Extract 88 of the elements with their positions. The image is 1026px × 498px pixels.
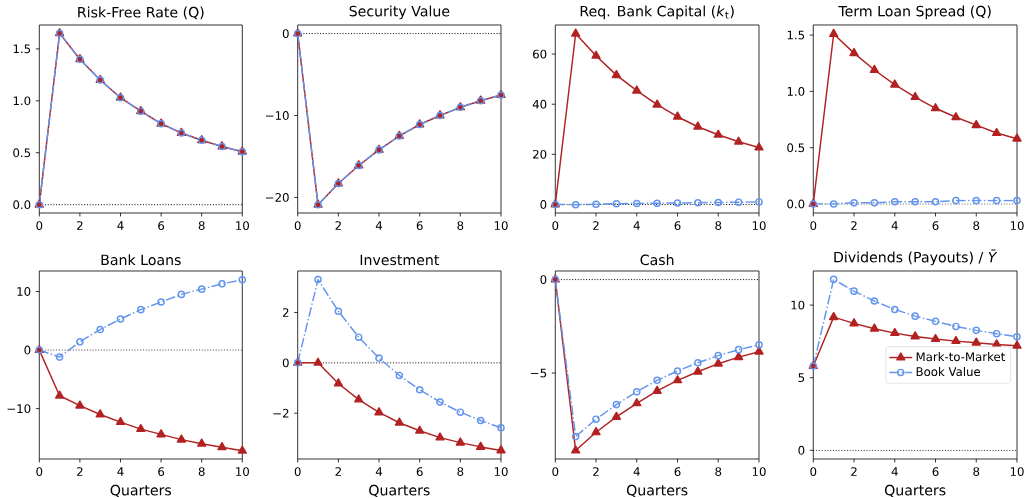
chart-title: Investment — [360, 254, 440, 266]
y-tick-label: 5 — [798, 373, 805, 383]
x-tick-label: 2 — [593, 221, 599, 230]
x-tick-label: 10 — [752, 221, 766, 231]
y-tick-label: 20 — [533, 149, 547, 159]
x-tick-label: 2 — [77, 467, 83, 476]
x-axis-title: Quarters — [626, 484, 688, 498]
x-tick-label: 6 — [158, 221, 165, 231]
y-tick-label: −10 — [7, 404, 31, 414]
x-tick-label: 0 — [552, 221, 559, 231]
x-axis-title: Quarters — [884, 484, 946, 498]
x-tick-label: 0 — [36, 467, 43, 477]
y-tick-label: −10 — [265, 111, 289, 120]
y-tick-label: 0 — [540, 200, 547, 209]
x-tick-label: 0 — [294, 467, 301, 477]
y-tick-label: 0 — [282, 29, 289, 39]
y-tick-label: 1.0 — [13, 96, 31, 106]
y-tick-label: 1.5 — [787, 30, 805, 40]
y-tick-label: 0.0 — [787, 199, 805, 209]
x-tick-label: 2 — [77, 221, 83, 230]
x-tick-label: 6 — [932, 221, 939, 231]
x-tick-label: 4 — [891, 221, 898, 230]
y-tick-label: −2 — [273, 408, 289, 418]
x-tick-label: 10 — [236, 221, 249, 231]
y-tick-label: −20 — [265, 192, 289, 202]
x-tick-label: 6 — [158, 467, 165, 477]
x-tick-label: 10 — [1010, 467, 1024, 477]
y-tick-label: 0 — [798, 445, 805, 455]
chart-title: Bank Loans — [101, 254, 181, 266]
x-tick-label: 10 — [1010, 221, 1024, 231]
x-tick-label: 2 — [335, 221, 341, 230]
chart-title: Dividends (Payouts) / Ȳ — [834, 249, 998, 266]
y-tick-label: 0.5 — [787, 143, 805, 153]
x-tick-label: 4 — [633, 467, 640, 476]
y-tick-label: −5 — [531, 368, 547, 378]
x-tick-label: 4 — [375, 467, 383, 476]
x-tick-label: 8 — [457, 221, 464, 231]
x-tick-label: 6 — [932, 467, 939, 477]
x-tick-label: 0 — [36, 221, 43, 231]
y-tick-label: 10 — [791, 300, 805, 310]
chart-title: Risk-Free Rate (Q) — [78, 6, 204, 20]
x-tick-label: 10 — [494, 467, 508, 477]
y-tick-label: 2 — [282, 308, 289, 317]
x-tick-label: 2 — [335, 467, 341, 476]
x-tick-label: 2 — [851, 467, 857, 476]
legend-label: Mark-to-Market — [916, 352, 1006, 362]
x-tick-label: 4 — [891, 467, 898, 476]
x-tick-label: 6 — [674, 467, 681, 477]
x-tick-label: 4 — [117, 467, 124, 476]
x-tick-label: 2 — [851, 221, 857, 230]
legend-label: Book Value — [916, 366, 981, 377]
x-tick-label: 6 — [416, 221, 423, 231]
x-axis-title: Quarters — [369, 484, 430, 498]
x-tick-label: 8 — [973, 221, 980, 231]
x-tick-label: 0 — [552, 467, 559, 477]
x-tick-label: 8 — [715, 221, 722, 231]
y-tick-label: 0.5 — [13, 148, 31, 158]
x-tick-label: 0 — [810, 221, 817, 231]
x-tick-label: 4 — [117, 221, 124, 230]
y-tick-label: 0.0 — [13, 200, 31, 210]
y-tick-label: 0 — [24, 345, 31, 355]
chart-title: Req. Bank Capital (k$_{t}$) — [580, 5, 734, 20]
x-tick-label: 8 — [715, 467, 722, 477]
x-tick-label: 6 — [674, 221, 681, 231]
x-tick-label: 8 — [198, 467, 205, 477]
y-tick-label: 10 — [17, 287, 31, 296]
y-tick-label: 1.5 — [13, 44, 31, 54]
x-tick-label: 10 — [752, 467, 766, 477]
y-tick-label: 1.0 — [787, 86, 805, 96]
x-tick-label: 4 — [375, 221, 383, 230]
x-tick-label: 10 — [494, 221, 508, 231]
chart-title: Security Value — [349, 5, 450, 20]
x-tick-label: 4 — [633, 221, 640, 230]
x-tick-label: 8 — [973, 467, 980, 477]
x-tick-label: 8 — [457, 467, 464, 477]
y-tick-label: 60 — [533, 49, 547, 59]
chart-title: Term Loan Spread (Q) — [838, 5, 991, 20]
x-tick-label: 2 — [593, 467, 599, 476]
x-tick-label: 0 — [294, 221, 301, 231]
y-tick-label: 0 — [540, 275, 547, 285]
x-tick-label: 6 — [416, 467, 423, 477]
chart-title: Cash — [640, 254, 674, 266]
y-tick-label: 40 — [532, 99, 547, 109]
x-tick-label: 8 — [198, 221, 205, 231]
x-axis-title: Quarters — [110, 484, 172, 498]
x-tick-label: 10 — [236, 467, 249, 477]
y-tick-label: 0 — [282, 358, 289, 368]
x-tick-label: 0 — [810, 467, 817, 477]
